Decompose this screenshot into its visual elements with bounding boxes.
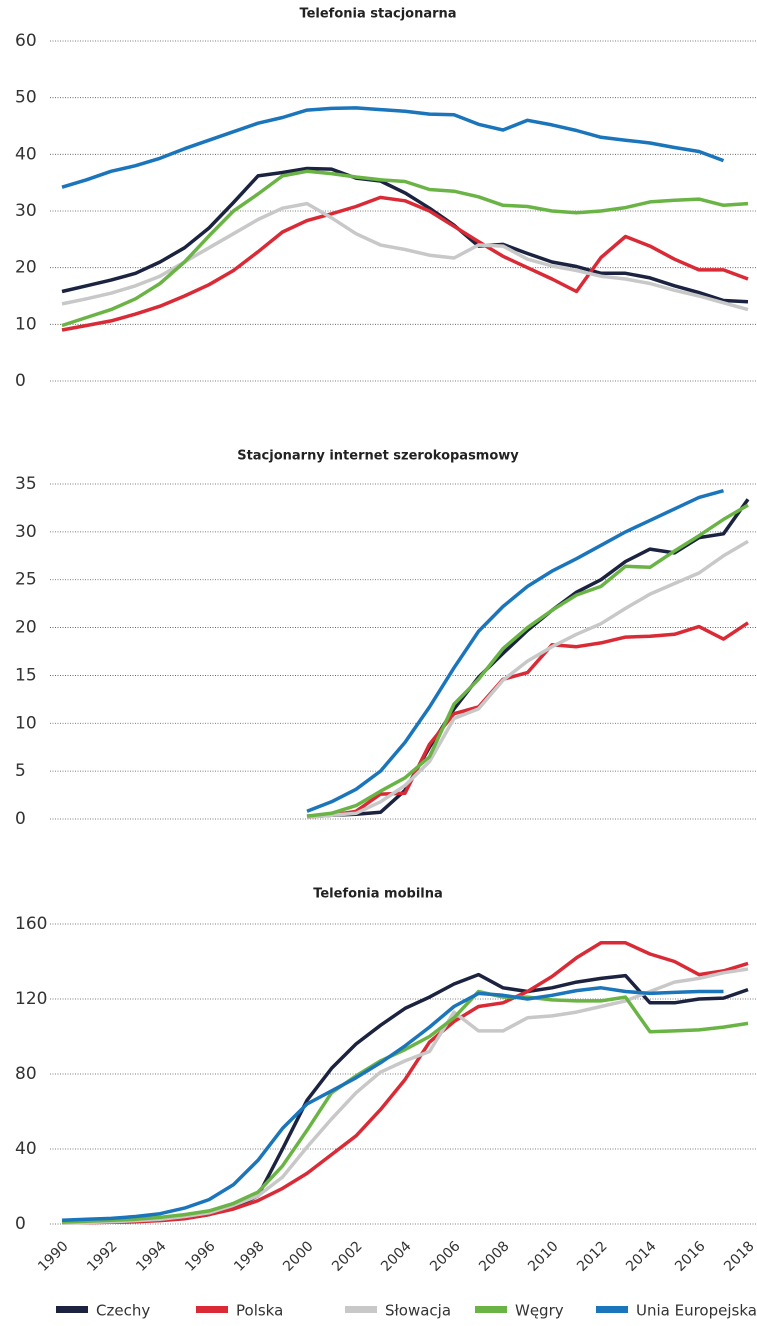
y-tick-label: 40 — [15, 1139, 37, 1159]
x-tick-label: 1994 — [133, 1238, 170, 1275]
x-tick-label: 2016 — [672, 1238, 709, 1275]
legend-label: Czechy — [96, 1302, 150, 1320]
series-line — [61, 986, 724, 1223]
legend-swatch — [475, 1306, 507, 1313]
y-tick-label: 30 — [15, 201, 37, 221]
x-tick-label: 2004 — [378, 1238, 415, 1275]
y-tick-label: 0 — [15, 371, 26, 391]
x-tick-label: 1996 — [182, 1238, 219, 1275]
x-tick-label: 2006 — [427, 1238, 464, 1275]
series-line — [62, 972, 749, 1223]
legend-label: Unia Europejska — [636, 1302, 757, 1320]
y-tick-label: 0 — [15, 809, 26, 829]
legend-label: Polska — [236, 1302, 283, 1320]
x-tick-label: 2012 — [574, 1238, 611, 1275]
y-tick-label: 15 — [15, 665, 37, 685]
series-line — [306, 489, 724, 813]
series-line — [61, 941, 749, 1225]
y-tick-label: 80 — [15, 1064, 37, 1084]
y-tick-label: 60 — [15, 31, 37, 51]
chart-title: Telefonia stacjonarna — [299, 7, 456, 22]
y-tick-label: 50 — [15, 88, 37, 108]
y-tick-label: 20 — [15, 258, 37, 278]
series-line — [61, 195, 749, 332]
y-tick-label: 35 — [15, 474, 37, 494]
x-tick-label: 1992 — [84, 1238, 121, 1275]
y-tick-label: 40 — [15, 144, 37, 164]
x-tick-label: 1998 — [231, 1238, 268, 1275]
x-tick-label: 1990 — [35, 1238, 72, 1275]
series-line — [61, 106, 725, 189]
y-tick-label: 30 — [15, 522, 37, 542]
y-tick-label: 20 — [15, 618, 37, 638]
series-line — [61, 967, 749, 1225]
chart-title: Telefonia mobilna — [313, 887, 443, 902]
y-tick-label: 160 — [15, 914, 47, 934]
y-tick-label: 10 — [15, 713, 37, 733]
series-line — [61, 989, 749, 1224]
x-tick-label: 2018 — [721, 1238, 757, 1275]
x-tick-label: 2008 — [476, 1238, 513, 1275]
legend-label: Węgry — [515, 1302, 564, 1320]
series-line — [306, 539, 749, 819]
y-tick-label: 25 — [15, 570, 37, 590]
legend-swatch — [56, 1306, 88, 1313]
series-line — [306, 621, 749, 819]
y-tick-label: 5 — [15, 761, 26, 781]
x-tick-label: 2000 — [280, 1238, 317, 1275]
x-tick-label: 2010 — [525, 1238, 562, 1275]
x-tick-label: 2002 — [329, 1238, 366, 1275]
series-line — [61, 201, 749, 312]
series-line — [306, 503, 749, 818]
chart-title: Stacjonarny internet szerokopasmowy — [237, 449, 519, 464]
series-line — [61, 166, 749, 304]
legend-swatch — [596, 1306, 628, 1313]
y-tick-label: 10 — [15, 314, 37, 334]
legend-label: Słowacja — [385, 1302, 451, 1320]
y-tick-label: 0 — [15, 1214, 26, 1234]
x-tick-label: 2014 — [623, 1238, 660, 1275]
y-tick-label: 120 — [15, 989, 47, 1009]
legend-swatch — [345, 1306, 377, 1313]
series-line — [61, 169, 749, 328]
legend-swatch — [196, 1306, 228, 1313]
